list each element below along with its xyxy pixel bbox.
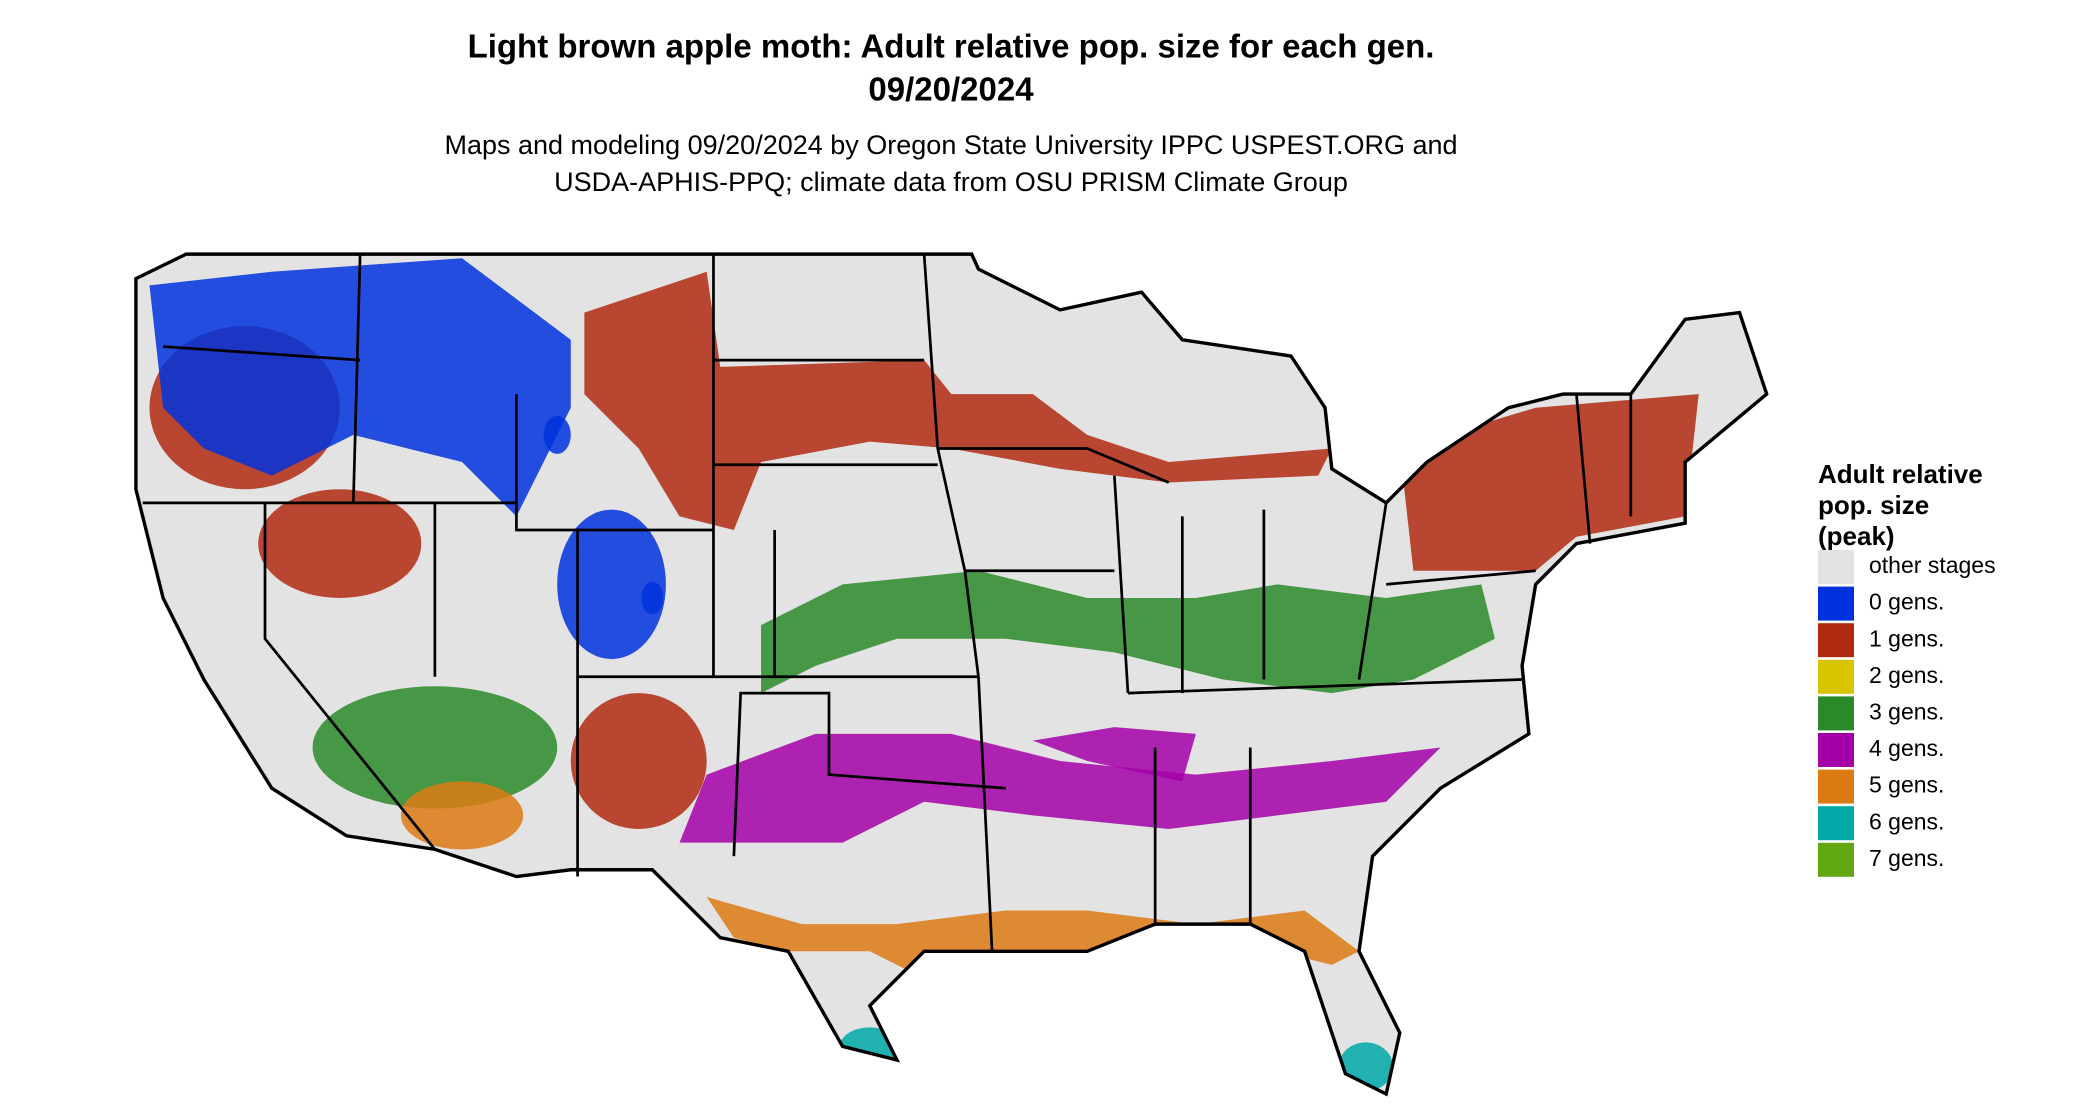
- land: [135, 254, 1767, 1094]
- country-border: [134, 252, 1769, 1097]
- gen-zone: [557, 509, 666, 660]
- legend-label: 0 gens.: [1869, 589, 1944, 615]
- legend-label: 3 gens.: [1869, 698, 1944, 724]
- legend-swatch: [1818, 806, 1854, 841]
- gen-zone: [706, 896, 1359, 979]
- legend: Adult relative pop. size (peak) other st…: [1818, 459, 1996, 877]
- state-border: [1113, 475, 1130, 694]
- state-border: [937, 447, 1170, 484]
- gen-zone: [312, 686, 558, 809]
- us-map: [134, 252, 1769, 1097]
- legend-title: pop. size: [1818, 490, 1929, 520]
- state-border: [1386, 569, 1536, 586]
- gen-zone: [584, 271, 1332, 531]
- legend-swatch: [1818, 586, 1854, 621]
- state-border: [1127, 678, 1523, 695]
- legend-swatch: [1818, 842, 1854, 877]
- legend-swatch: [1818, 659, 1854, 694]
- subtitle: Maps and modeling 09/20/2024 by Oregon S…: [444, 130, 1457, 160]
- title: Light brown apple moth: Adult relative p…: [468, 28, 1435, 65]
- legend-swatch: [1818, 623, 1854, 658]
- state-border: [263, 502, 436, 851]
- legend-title: Adult relative: [1818, 459, 1983, 489]
- legend-swatch: [1818, 769, 1854, 804]
- legend-swatch: [1818, 733, 1854, 767]
- state-border: [977, 676, 994, 952]
- gen-zone: [641, 581, 664, 615]
- state-border: [1575, 393, 1592, 544]
- gen-zone: [400, 781, 524, 850]
- legend-label: 7 gens.: [1869, 845, 1944, 871]
- state-border: [922, 254, 980, 677]
- legend-label: 5 gens.: [1869, 772, 1944, 798]
- gen-zone: [149, 258, 571, 517]
- gen-zone: [570, 693, 707, 829]
- state-border: [515, 394, 714, 532]
- gen-zone: [543, 415, 571, 454]
- legend-label: 2 gens.: [1869, 662, 1944, 688]
- legend-swatch: [1818, 550, 1854, 584]
- state-border: [732, 691, 1006, 857]
- legend-swatch: [1818, 696, 1854, 731]
- gen-zone: [761, 570, 1495, 694]
- state-border: [162, 345, 361, 362]
- state-border: [351, 254, 362, 503]
- legend-title: (peak): [1818, 521, 1895, 551]
- gen-zone: [1399, 394, 1699, 571]
- legend-label: 6 gens.: [1869, 808, 1944, 834]
- state-border: [1357, 502, 1388, 680]
- legend-label: 4 gens.: [1869, 735, 1944, 761]
- legend-label: 1 gens.: [1869, 625, 1944, 651]
- gen-zone: [258, 489, 422, 598]
- subtitle: USDA-APHIS-PPQ; climate data from OSU PR…: [554, 167, 1348, 197]
- title: 09/20/2024: [868, 71, 1034, 108]
- legend-label: other stages: [1869, 552, 1996, 578]
